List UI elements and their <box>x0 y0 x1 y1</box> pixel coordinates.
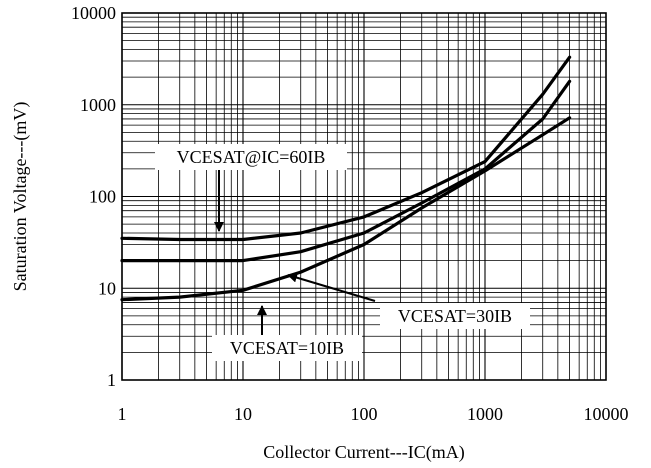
annotation-30ib: VCESAT=30IB <box>287 272 530 329</box>
y-tick-label: 10000 <box>71 3 116 23</box>
x-tick-label: 100 <box>351 404 378 424</box>
x-tick-label: 10 <box>234 404 252 424</box>
series-line-10ib <box>120 116 572 302</box>
annotation-box <box>155 144 347 170</box>
annotation-box <box>212 335 362 361</box>
y-tick-label: 100 <box>89 187 116 207</box>
x-tick-label: 1 <box>118 404 127 424</box>
annotation-box <box>380 303 530 329</box>
annotation-arrow <box>287 272 376 302</box>
y-axis-label: Saturation Voltage---(mV) <box>10 102 31 292</box>
annotation-10ib: VCESAT=10IB <box>212 305 362 361</box>
plot-frame <box>121 12 607 381</box>
annotation-60ib: VCESAT@IC=60IB <box>155 144 347 232</box>
annotation-text: VCESAT@IC=60IB <box>177 147 326 167</box>
x-tick-label: 1000 <box>467 404 503 424</box>
annotations: VCESAT@IC=60IB VCESAT=30IB VCESAT=10IB <box>155 144 530 361</box>
series-lines <box>120 55 572 302</box>
y-tick-label: 1000 <box>80 95 116 115</box>
annotation-text: VCESAT=30IB <box>398 306 512 326</box>
series-line-60ib <box>120 55 572 242</box>
series-line-30ib <box>120 79 572 263</box>
x-axis-label: Collector Current---IC(mA) <box>263 442 464 463</box>
annotation-text: VCESAT=10IB <box>230 338 344 358</box>
y-tick-label: 1 <box>107 370 116 390</box>
x-tick-label: 10000 <box>584 404 629 424</box>
tick-labels: 1 10 100 1000 10000 1 10 100 1000 10000 <box>71 3 629 424</box>
y-tick-label: 10 <box>98 278 116 298</box>
grid <box>121 13 606 381</box>
